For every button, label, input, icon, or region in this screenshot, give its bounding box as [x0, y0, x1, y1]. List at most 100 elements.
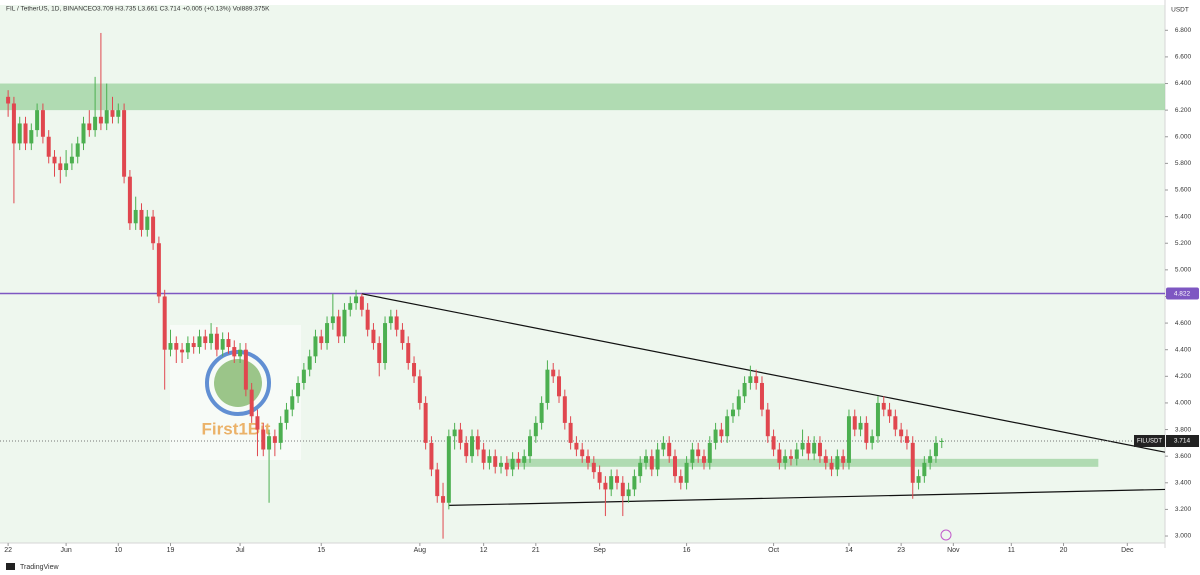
y-tick-label: 5.600 [1175, 187, 1192, 194]
candle-body [162, 296, 167, 350]
candle-body [910, 442, 915, 483]
candle-body [267, 436, 272, 450]
candle-body [272, 436, 277, 443]
y-tick-label: 6.000 [1175, 133, 1192, 140]
candle-body [98, 116, 103, 124]
y-tick-label: 6.800 [1175, 27, 1192, 34]
ohlc-info: O3.709 H3.735 L3.661 C3.714 +0.005 (+0.1… [92, 6, 270, 13]
candle-body [371, 329, 376, 344]
candle-body [203, 336, 208, 344]
candle-body [899, 429, 904, 437]
candle-body [354, 296, 359, 304]
candle-body [615, 476, 620, 483]
candle-body [493, 456, 498, 467]
candle-body [359, 296, 364, 310]
candle-body [823, 456, 828, 463]
candle-body [864, 422, 869, 443]
y-tick-label: 4.400 [1175, 346, 1192, 353]
candle-body [580, 449, 585, 457]
candle-body [220, 339, 225, 350]
candle-body [6, 96, 11, 104]
candle-body [284, 409, 289, 423]
candle-body [852, 416, 857, 430]
candle-body [800, 442, 805, 450]
y-tick-label: 4.200 [1175, 373, 1192, 380]
candle-body [400, 329, 405, 344]
candle-body [586, 456, 591, 463]
candle-body [64, 163, 69, 171]
candle-body [858, 422, 863, 430]
y-tick-label: 3.000 [1175, 533, 1192, 540]
candle-body [881, 402, 886, 410]
currency: USDT [1171, 7, 1189, 14]
candle-body [539, 402, 544, 423]
candle-body [568, 422, 573, 443]
candle-body [812, 442, 817, 454]
candle-body [626, 489, 631, 497]
level-label: 4.822 [1174, 290, 1191, 297]
candle-body [429, 442, 434, 470]
candle-body [510, 458, 515, 470]
x-tick-label: Oct [768, 547, 779, 554]
candle-body [423, 402, 428, 443]
candle-body [87, 123, 92, 131]
candle-body [261, 429, 266, 450]
candle-body [226, 339, 231, 348]
candle-body [377, 343, 382, 364]
candle-body [330, 316, 335, 324]
candle-body [922, 462, 927, 477]
candle-body [893, 416, 898, 430]
candle-body [713, 429, 718, 443]
candle-body [678, 476, 683, 483]
candle-body [458, 429, 463, 443]
candle-body [452, 429, 457, 437]
candle-body [684, 462, 689, 483]
y-tick-label: 5.800 [1175, 160, 1192, 167]
candle-body [516, 458, 521, 463]
candle-body [870, 436, 875, 443]
candle-body [127, 176, 132, 224]
current-value: 3.714 [1174, 438, 1191, 445]
candle-body [470, 436, 475, 457]
candle-body [841, 456, 846, 463]
candle-body [58, 163, 63, 171]
candle-body [180, 349, 185, 353]
y-tick-label: 3.800 [1175, 426, 1192, 433]
candle-body [707, 442, 712, 463]
candle-body [133, 209, 138, 224]
footer-logo [6, 563, 15, 570]
candle-body [557, 376, 562, 397]
candle-body [742, 382, 747, 397]
candle-body [725, 416, 730, 437]
candle-body [139, 209, 144, 230]
candle-body [551, 369, 556, 377]
x-tick-label: 12 [480, 547, 488, 554]
x-tick-label: 16 [683, 547, 691, 554]
candle-body [835, 456, 840, 470]
candle-body [209, 333, 214, 344]
candle-body [533, 422, 538, 437]
candle-body [916, 476, 921, 483]
plot-layer [0, 83, 1165, 467]
candle-body [174, 343, 179, 350]
current-name: FILUSDT [1137, 439, 1162, 445]
x-tick-label: 21 [532, 547, 540, 554]
candle-body [638, 462, 643, 477]
candle-body [151, 216, 156, 244]
logo-core [214, 359, 262, 407]
candle-body [696, 449, 701, 457]
candle-body [185, 343, 190, 353]
candle-body [342, 309, 347, 337]
candle-body [417, 376, 422, 403]
trendline [361, 293, 1166, 453]
candle-body [307, 356, 312, 370]
candle-body [806, 442, 811, 454]
current-value-bg [1166, 434, 1199, 447]
candle-body [487, 456, 492, 463]
candle-body [249, 389, 254, 417]
candle-body [794, 449, 799, 459]
candle-body [545, 369, 550, 403]
candle-body [632, 476, 637, 490]
candle-body [591, 462, 596, 473]
trendline [448, 488, 1166, 507]
